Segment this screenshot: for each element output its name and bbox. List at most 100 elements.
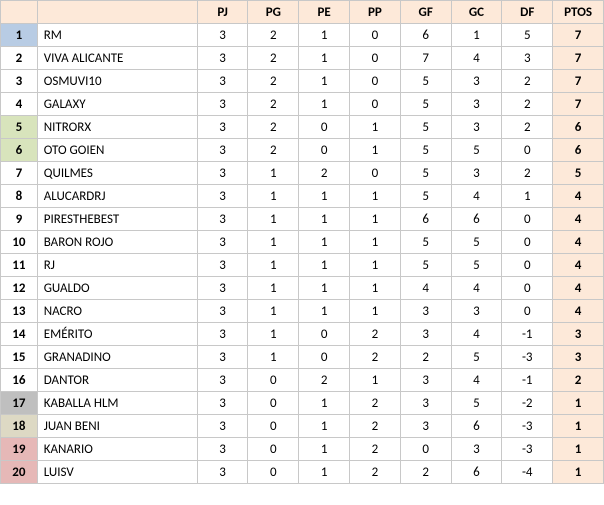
stat-PE: 1 bbox=[299, 47, 350, 70]
stat-GF: 3 bbox=[400, 369, 451, 392]
stat-DF: 2 bbox=[502, 116, 553, 139]
stat-GF: 3 bbox=[400, 392, 451, 415]
stat-GC: 4 bbox=[451, 323, 502, 346]
ptos-cell: 2 bbox=[553, 369, 604, 392]
rank-cell: 10 bbox=[1, 231, 38, 254]
table-row: 18JUAN BENI301236-31 bbox=[1, 415, 604, 438]
stat-PG: 1 bbox=[248, 254, 299, 277]
standings-table: PJPGPEPPGFGCDFPTOS 1RM321061572VIVA ALIC… bbox=[0, 0, 604, 484]
team-name-cell: QUILMES bbox=[37, 162, 197, 185]
col-header-DF: DF bbox=[502, 1, 553, 24]
table-row: 12GUALDO31114404 bbox=[1, 277, 604, 300]
stat-GF: 5 bbox=[400, 185, 451, 208]
stat-GC: 5 bbox=[451, 392, 502, 415]
stat-GC: 4 bbox=[451, 369, 502, 392]
table-header: PJPGPEPPGFGCDFPTOS bbox=[1, 1, 604, 24]
rank-cell: 17 bbox=[1, 392, 38, 415]
table-row: 9PIRESTHEBEST31116604 bbox=[1, 208, 604, 231]
col-header-PP: PP bbox=[350, 1, 401, 24]
team-name-cell: NITRORX bbox=[37, 116, 197, 139]
stat-PP: 0 bbox=[350, 162, 401, 185]
team-name-cell: ALUCARDRJ bbox=[37, 185, 197, 208]
table-row: 17KABALLA HLM301235-21 bbox=[1, 392, 604, 415]
stat-DF: -3 bbox=[502, 346, 553, 369]
stat-PP: 1 bbox=[350, 369, 401, 392]
stat-PP: 0 bbox=[350, 70, 401, 93]
stat-PG: 0 bbox=[248, 392, 299, 415]
team-name-cell: EMÉRITO bbox=[37, 323, 197, 346]
col-header-GF: GF bbox=[400, 1, 451, 24]
stat-PG: 1 bbox=[248, 162, 299, 185]
stat-PE: 1 bbox=[299, 231, 350, 254]
table-row: 13NACRO31113304 bbox=[1, 300, 604, 323]
stat-PJ: 3 bbox=[197, 231, 248, 254]
col-header-GC: GC bbox=[451, 1, 502, 24]
rank-cell: 9 bbox=[1, 208, 38, 231]
stat-PJ: 3 bbox=[197, 162, 248, 185]
rank-cell: 19 bbox=[1, 438, 38, 461]
table-row: 3OSMUVI1032105327 bbox=[1, 70, 604, 93]
ptos-cell: 3 bbox=[553, 323, 604, 346]
stat-DF: -4 bbox=[502, 461, 553, 484]
stat-PJ: 3 bbox=[197, 116, 248, 139]
stat-GC: 5 bbox=[451, 346, 502, 369]
ptos-cell: 1 bbox=[553, 461, 604, 484]
stat-PJ: 3 bbox=[197, 139, 248, 162]
stat-PJ: 3 bbox=[197, 47, 248, 70]
stat-PE: 1 bbox=[299, 392, 350, 415]
table-row: 2VIVA ALICANTE32107437 bbox=[1, 47, 604, 70]
stat-PG: 1 bbox=[248, 185, 299, 208]
stat-DF: -1 bbox=[502, 369, 553, 392]
table-row: 19KANARIO301203-31 bbox=[1, 438, 604, 461]
stat-DF: -1 bbox=[502, 323, 553, 346]
stat-PE: 1 bbox=[299, 185, 350, 208]
table-row: 1RM32106157 bbox=[1, 24, 604, 47]
stat-PJ: 3 bbox=[197, 415, 248, 438]
stat-GF: 5 bbox=[400, 70, 451, 93]
ptos-cell: 5 bbox=[553, 162, 604, 185]
stat-PP: 0 bbox=[350, 47, 401, 70]
ptos-cell: 4 bbox=[553, 208, 604, 231]
team-name-cell: RM bbox=[37, 24, 197, 47]
stat-GC: 6 bbox=[451, 415, 502, 438]
stat-DF: 2 bbox=[502, 162, 553, 185]
stat-GC: 5 bbox=[451, 254, 502, 277]
rank-cell: 8 bbox=[1, 185, 38, 208]
stat-PE: 1 bbox=[299, 93, 350, 116]
stat-GF: 5 bbox=[400, 254, 451, 277]
stat-PJ: 3 bbox=[197, 346, 248, 369]
stat-PE: 0 bbox=[299, 116, 350, 139]
rank-cell: 12 bbox=[1, 277, 38, 300]
table-row: 8ALUCARDRJ31115414 bbox=[1, 185, 604, 208]
stat-DF: 0 bbox=[502, 208, 553, 231]
stat-DF: 0 bbox=[502, 254, 553, 277]
stat-DF: 1 bbox=[502, 185, 553, 208]
ptos-cell: 3 bbox=[553, 346, 604, 369]
stat-PJ: 3 bbox=[197, 254, 248, 277]
ptos-cell: 6 bbox=[553, 139, 604, 162]
stat-PJ: 3 bbox=[197, 185, 248, 208]
stat-PP: 1 bbox=[350, 231, 401, 254]
table-row: 20LUISV301226-41 bbox=[1, 461, 604, 484]
ptos-cell: 6 bbox=[553, 116, 604, 139]
table-row: 16DANTOR302134-12 bbox=[1, 369, 604, 392]
stat-DF: 2 bbox=[502, 70, 553, 93]
standings-table-wrapper: PJPGPEPPGFGCDFPTOS 1RM321061572VIVA ALIC… bbox=[0, 0, 604, 484]
team-name-cell: GALAXY bbox=[37, 93, 197, 116]
stat-PG: 1 bbox=[248, 346, 299, 369]
ptos-cell: 1 bbox=[553, 438, 604, 461]
rank-cell: 3 bbox=[1, 70, 38, 93]
col-header-rank bbox=[1, 1, 38, 24]
stat-GC: 5 bbox=[451, 231, 502, 254]
stat-PP: 1 bbox=[350, 277, 401, 300]
team-name-cell: GRANADINO bbox=[37, 346, 197, 369]
col-header-PTOS: PTOS bbox=[553, 1, 604, 24]
stat-DF: 3 bbox=[502, 47, 553, 70]
stat-PJ: 3 bbox=[197, 208, 248, 231]
stat-PE: 1 bbox=[299, 24, 350, 47]
rank-cell: 6 bbox=[1, 139, 38, 162]
col-header-PJ: PJ bbox=[197, 1, 248, 24]
stat-GC: 4 bbox=[451, 47, 502, 70]
col-header-name bbox=[37, 1, 197, 24]
rank-cell: 5 bbox=[1, 116, 38, 139]
